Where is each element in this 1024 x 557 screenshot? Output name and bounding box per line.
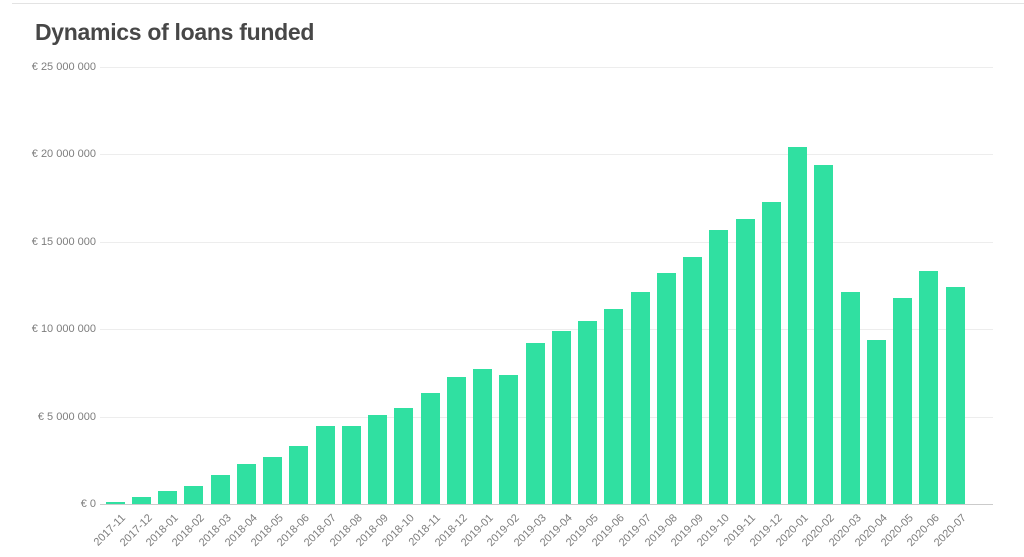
bar-2017-11[interactable] xyxy=(105,502,125,504)
bar-2019-11[interactable] xyxy=(735,219,755,504)
x-axis-baseline xyxy=(100,504,993,505)
bar-2019-03[interactable] xyxy=(525,343,545,504)
y-tick-label: € 20 000 000 xyxy=(31,148,96,161)
bar-2018-01[interactable] xyxy=(158,491,177,504)
bar-2019-04[interactable] xyxy=(551,331,571,504)
bar-2020-01[interactable] xyxy=(788,147,807,504)
bar-2020-03[interactable] xyxy=(840,292,860,504)
bar-2019-10[interactable] xyxy=(709,230,729,504)
gridline xyxy=(100,241,993,243)
bar-2019-12[interactable] xyxy=(761,202,781,504)
bar-2020-05[interactable] xyxy=(893,298,912,504)
y-tick-label: € 5 000 000 xyxy=(37,410,96,423)
bar-2017-12[interactable] xyxy=(131,497,151,504)
bar-2020-07[interactable] xyxy=(945,287,965,504)
bar-2018-12[interactable] xyxy=(446,377,466,504)
top-divider xyxy=(12,3,1024,4)
bar-2019-05[interactable] xyxy=(578,321,597,504)
bar-2019-07[interactable] xyxy=(630,292,650,504)
bar-2018-08[interactable] xyxy=(341,426,361,504)
y-tick-label: € 15 000 000 xyxy=(31,235,96,248)
bar-2018-02[interactable] xyxy=(184,486,204,504)
bar-2018-05[interactable] xyxy=(263,457,282,504)
y-tick-label: € 25 000 000 xyxy=(31,61,96,73)
bar-2020-02[interactable] xyxy=(814,165,834,504)
bar-2019-08[interactable] xyxy=(656,273,676,504)
bar-2018-03[interactable] xyxy=(210,475,230,504)
gridline xyxy=(100,329,993,331)
bar-2018-09[interactable] xyxy=(368,415,387,504)
y-tick-label: € 0 xyxy=(80,498,96,510)
bar-2018-04[interactable] xyxy=(236,464,256,504)
chart-title: Dynamics of loans funded xyxy=(35,19,315,45)
bar-2019-06[interactable] xyxy=(604,309,624,504)
bar-2019-02[interactable] xyxy=(499,375,519,504)
bar-2018-07[interactable] xyxy=(315,426,335,504)
bar-2019-01[interactable] xyxy=(473,369,492,504)
bar-2018-11[interactable] xyxy=(420,393,440,504)
y-tick-label: € 10 000 000 xyxy=(31,323,96,336)
bar-2020-04[interactable] xyxy=(866,340,886,504)
gridline xyxy=(100,67,993,68)
gridline xyxy=(100,154,993,156)
bar-2018-10[interactable] xyxy=(394,408,414,504)
bar-2020-06[interactable] xyxy=(919,271,939,504)
gridline xyxy=(100,416,993,418)
bar-2018-06[interactable] xyxy=(289,446,309,504)
bar-2019-09[interactable] xyxy=(683,257,702,504)
